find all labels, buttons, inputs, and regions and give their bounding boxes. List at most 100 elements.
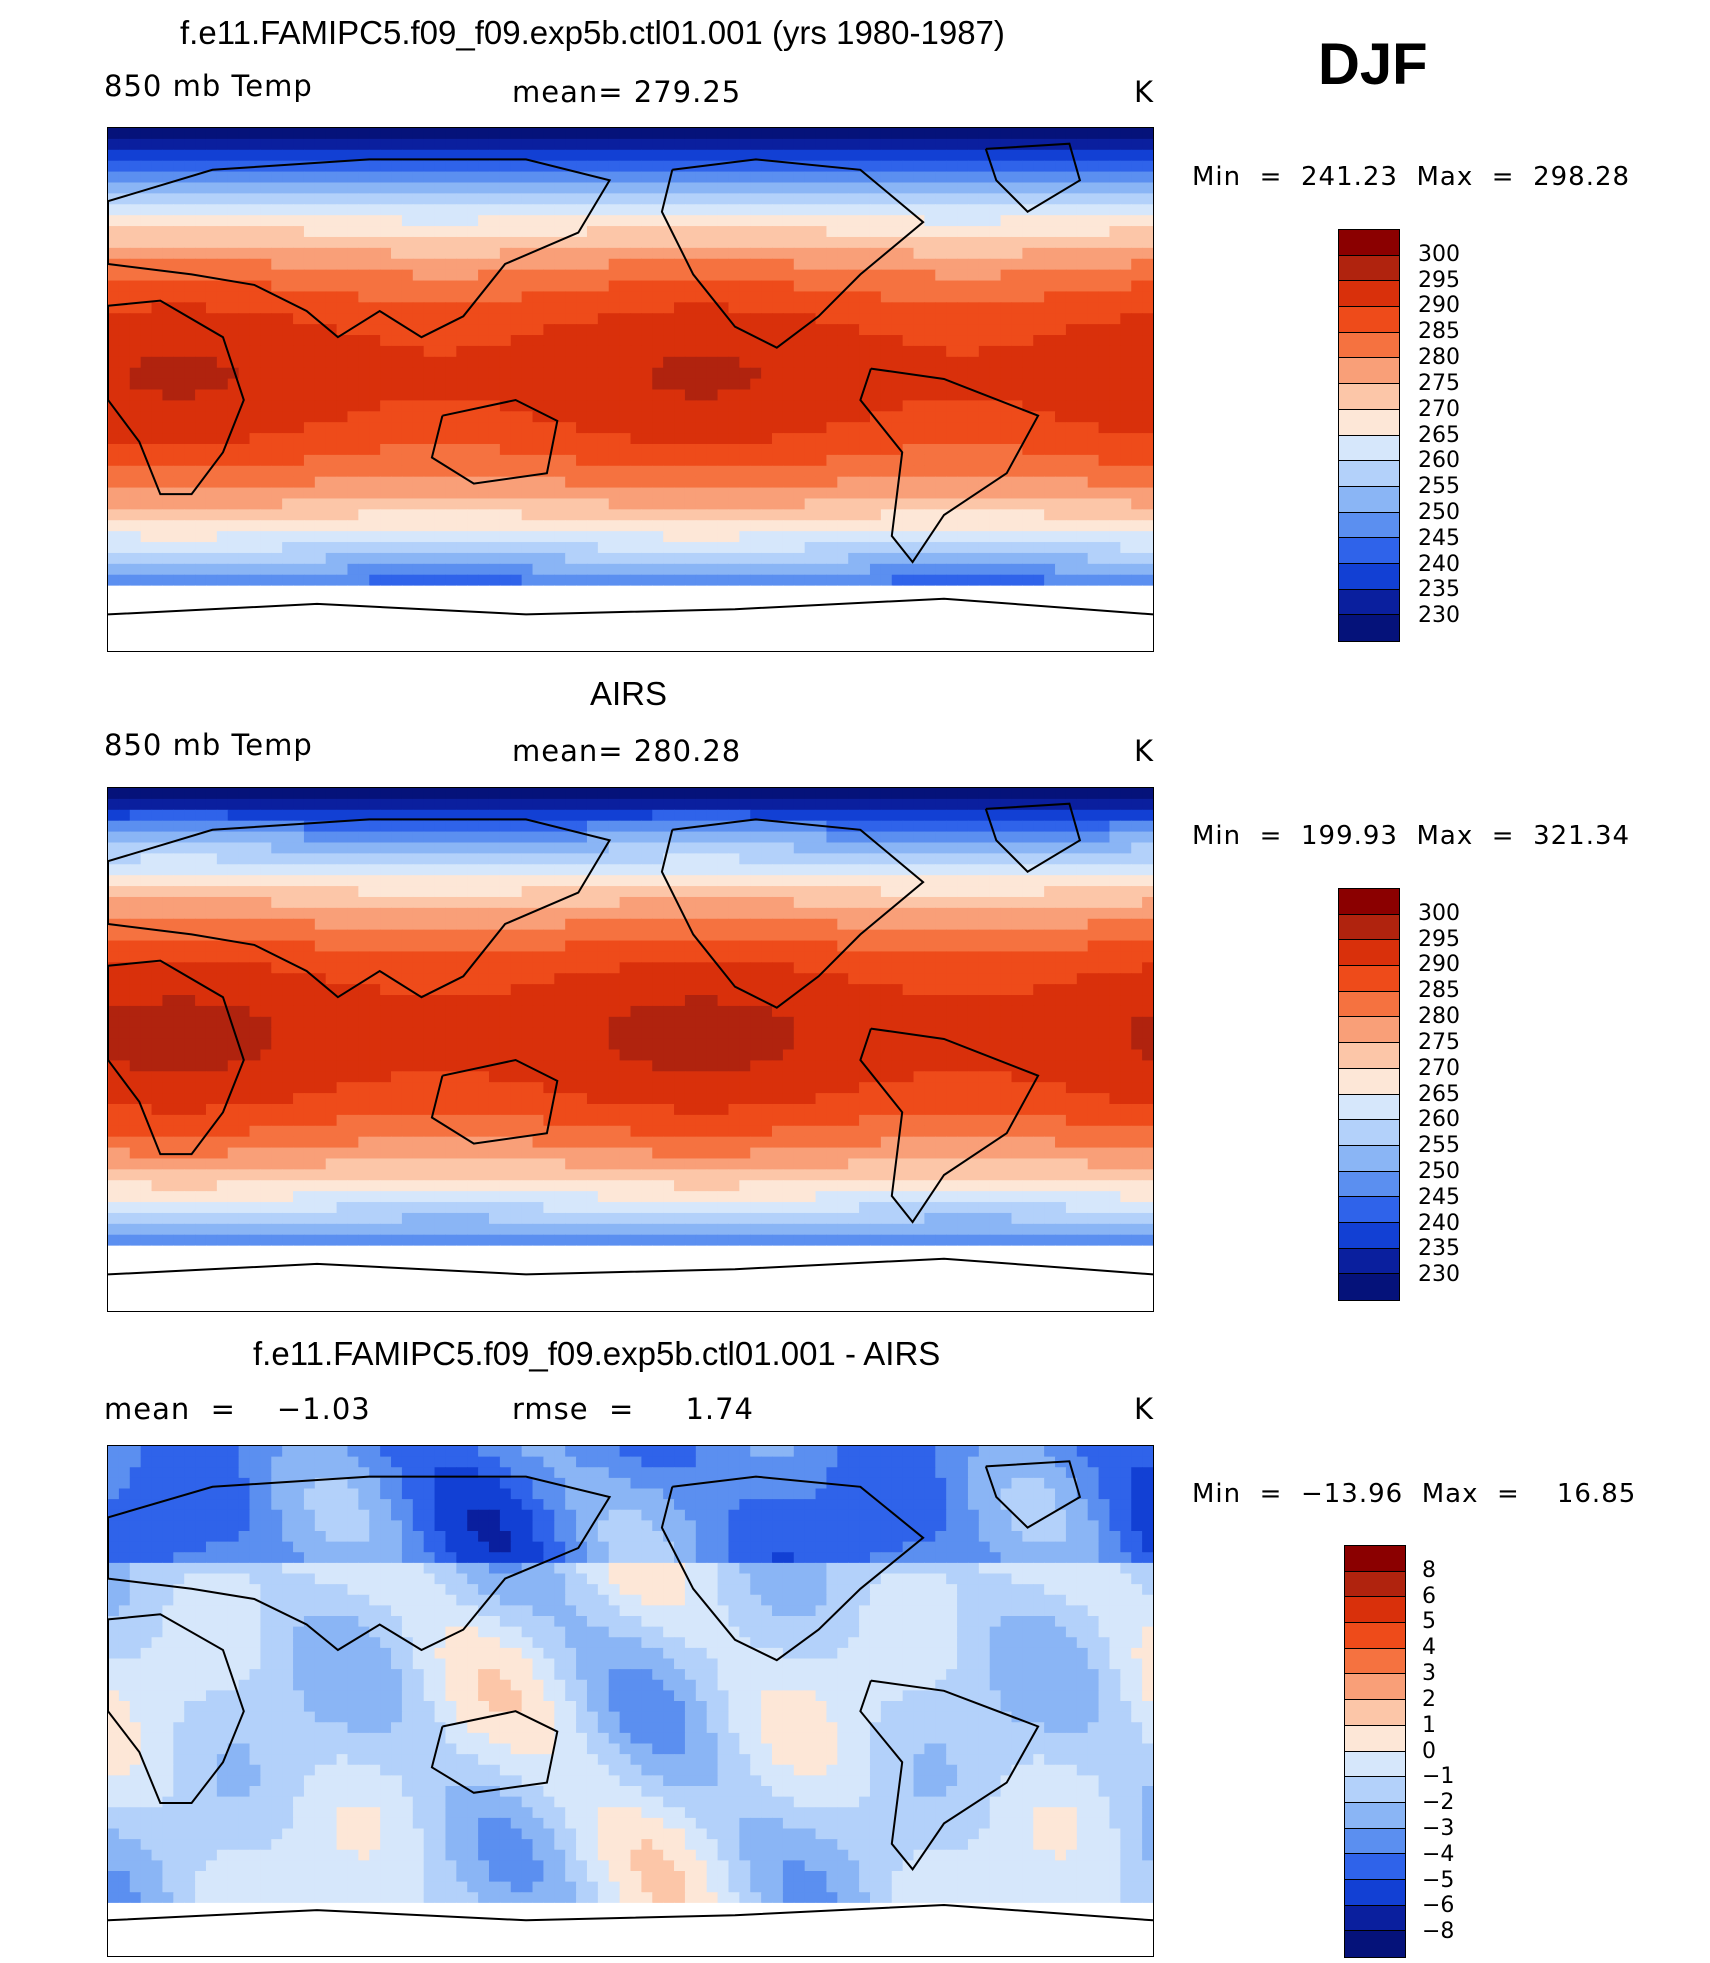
colorbar-tick-label: 290 — [1418, 952, 1460, 978]
panel-3-units-label: K — [1134, 1392, 1155, 1426]
colorbar-tick-label: 240 — [1418, 551, 1460, 577]
colorbar-swatch — [1345, 1546, 1405, 1572]
colorbar-swatch — [1339, 486, 1399, 513]
colorbar-tick-label: 300 — [1418, 241, 1460, 267]
colorbar-tick-label: 250 — [1418, 1158, 1460, 1184]
colorbar-tick-label: 4 — [1422, 1635, 1436, 1661]
season-label: DJF — [1318, 32, 1428, 97]
colorbar-tick-label: 295 — [1418, 267, 1460, 293]
panel-2-minmax: Min = 199.93 Max = 321.34 — [1192, 821, 1631, 851]
colorbar-tick-label: 240 — [1418, 1210, 1460, 1236]
colorbar-swatch — [1345, 1854, 1405, 1880]
coastline — [660, 1475, 925, 1662]
colorbar-swatch — [1339, 1274, 1399, 1300]
colorbar-tick-label: 230 — [1418, 603, 1460, 629]
coastline — [108, 818, 612, 999]
colorbar-swatch — [1339, 1248, 1399, 1275]
colorbar-swatch — [1339, 615, 1399, 641]
panel-1-colorbar — [1338, 229, 1400, 642]
colorbar-swatch — [1345, 1777, 1405, 1803]
colorbar-swatch — [1339, 358, 1399, 385]
map-field — [108, 788, 1153, 1311]
panel-1-colorbar-ticks: 300 295 290 285 280 275 270 265 260 255 250 245 240 2… — [1418, 229, 1498, 642]
panel-2-map — [107, 787, 1154, 1312]
coastline — [108, 1475, 612, 1652]
colorbar-tick-label: 245 — [1418, 1184, 1460, 1210]
colorbar-tick-label: 260 — [1418, 448, 1460, 474]
panel-3-colorbar — [1344, 1545, 1406, 1958]
colorbar-swatch — [1339, 889, 1399, 915]
colorbar-swatch — [1339, 1197, 1399, 1223]
panel-1-title: f.e11.FAMIPC5.f09_f09.exp5b.ctl01.001 (y… — [180, 14, 1005, 51]
panel-3-rmse-label: rmse = 1.74 — [512, 1392, 755, 1426]
coastline — [430, 1710, 559, 1794]
colorbar-tick-label: 6 — [1422, 1583, 1436, 1609]
colorbar-swatch — [1345, 1674, 1405, 1701]
colorbar-tick-label: 275 — [1418, 370, 1460, 396]
panel-3-title: f.e11.FAMIPC5.f09_f09.exp5b.ctl01.001 - … — [253, 1335, 941, 1372]
colorbar-tick-label: 245 — [1418, 525, 1460, 551]
colorbar-swatch — [1345, 1905, 1405, 1932]
coastline — [984, 142, 1082, 213]
colorbar-tick-label: 280 — [1418, 345, 1460, 371]
colorbar-swatch — [1339, 1171, 1399, 1198]
colorbar-swatch — [1339, 563, 1399, 590]
colorbar-swatch — [1345, 1879, 1405, 1906]
coastline — [108, 1903, 1153, 1922]
colorbar-swatch — [1339, 230, 1399, 256]
panel-3-colorbar-ticks: 8 6 5 4 3 2 1 0 −1 −2 −3 −4 −5 −6 −8 — [1422, 1545, 1502, 1958]
coastline — [108, 299, 245, 496]
colorbar-swatch — [1339, 914, 1399, 941]
colorbar-tick-label: 255 — [1418, 474, 1460, 500]
colorbar-swatch — [1339, 1043, 1399, 1069]
colorbar-tick-label: 250 — [1418, 499, 1460, 525]
coastline — [108, 597, 1153, 616]
colorbar-tick-label: 3 — [1422, 1661, 1436, 1687]
colorbar-tick-label: 295 — [1418, 926, 1460, 952]
panel-2-title: AIRS — [590, 675, 668, 712]
panel-1-map — [107, 127, 1154, 652]
colorbar-tick-label: 285 — [1418, 978, 1460, 1004]
colorbar-swatch — [1345, 1700, 1405, 1726]
coastline — [984, 802, 1082, 873]
coastline — [108, 1613, 245, 1804]
colorbar-tick-label: 230 — [1418, 1262, 1460, 1288]
panel-3-map — [107, 1445, 1154, 1957]
coastline — [430, 398, 559, 485]
colorbar-swatch — [1339, 991, 1399, 1018]
colorbar-tick-label: 265 — [1418, 422, 1460, 448]
colorbar-swatch — [1339, 461, 1399, 487]
panel-1-variable-label: 850 mb Temp — [104, 69, 313, 103]
panel-2-colorbar — [1338, 888, 1400, 1301]
panel-3-mean-label: mean = −1.03 — [104, 1392, 371, 1426]
colorbar-swatch — [1339, 332, 1399, 359]
coastline — [108, 1257, 1153, 1276]
colorbar-swatch — [1345, 1597, 1405, 1624]
colorbar-tick-label: 275 — [1418, 1029, 1460, 1055]
panel-3-minmax: Min = −13.96 Max = 16.85 — [1192, 1479, 1637, 1509]
coastline — [108, 158, 612, 339]
colorbar-swatch — [1339, 281, 1399, 308]
colorbar-swatch — [1345, 1931, 1405, 1957]
colorbar-tick-label: 270 — [1418, 1055, 1460, 1081]
colorbar-tick-label: 5 — [1422, 1609, 1436, 1635]
colorbar-swatch — [1339, 435, 1399, 462]
colorbar-swatch — [1345, 1751, 1405, 1778]
colorbar-tick-label: 270 — [1418, 396, 1460, 422]
colorbar-tick-label: −2 — [1422, 1790, 1455, 1816]
coastline — [859, 1027, 1040, 1224]
colorbar-tick-label: 280 — [1418, 1004, 1460, 1030]
colorbar-tick-label: 0 — [1422, 1738, 1436, 1764]
colorbar-swatch — [1339, 589, 1399, 616]
colorbar-tick-label: 285 — [1418, 319, 1460, 345]
panel-2-units-label: K — [1134, 734, 1155, 768]
colorbar-tick-label: −1 — [1422, 1764, 1455, 1790]
colorbar-tick-label: −5 — [1422, 1867, 1455, 1893]
colorbar-swatch — [1339, 512, 1399, 539]
colorbar-swatch — [1345, 1623, 1405, 1649]
colorbar-swatch — [1345, 1648, 1405, 1675]
panel-2-variable-label: 850 mb Temp — [104, 728, 313, 762]
coastline — [859, 1679, 1040, 1871]
panel-2-mean-label: mean= 280.28 — [512, 734, 742, 768]
colorbar-swatch — [1339, 940, 1399, 967]
